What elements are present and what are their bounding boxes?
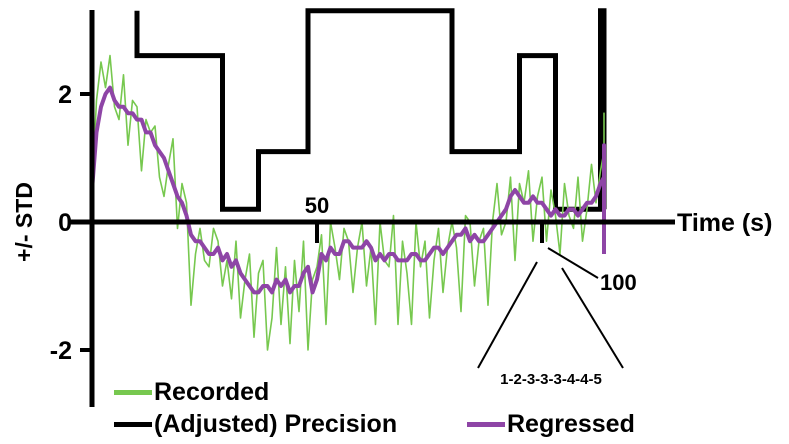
legend-label-regressed: Regressed — [507, 410, 635, 438]
legend-swatch-recorded — [114, 390, 152, 395]
x-axis-label: Time (s) — [677, 209, 772, 237]
series-adjusted-precision — [134, 8, 607, 212]
legend-item-recorded: Recorded — [114, 378, 269, 407]
annotation-leader-100 — [547, 247, 599, 279]
x-tick-label-100: 100 — [600, 270, 637, 295]
annotation: 1-2-3-3-3-4-4-5 — [477, 247, 624, 388]
annotation-line-right — [561, 267, 624, 369]
y-tick-label-0: 0 — [58, 209, 72, 237]
plot-lines — [90, 8, 607, 351]
legend-swatch-regressed — [467, 422, 505, 427]
annotation-line-left — [477, 261, 538, 369]
y-axis-label: +/- STD — [11, 182, 37, 262]
x-tick-label-50: 50 — [305, 193, 329, 218]
legend-swatch-precision — [114, 422, 152, 427]
series-regressed — [90, 85, 606, 295]
legend-label-recorded: Recorded — [154, 378, 270, 406]
annotation-text: 1-2-3-3-3-4-4-5 — [500, 371, 602, 388]
legend-label-precision: (Adjusted) Precision — [154, 410, 398, 438]
y-tick-label-2: 2 — [58, 81, 72, 109]
y-tick-label-neg2: -2 — [50, 337, 72, 365]
legend-item-precision: (Adjusted) Precision — [114, 410, 397, 439]
ticks: 2 0 -2 50 100 — [50, 81, 637, 365]
legend-item-regressed: Regressed — [467, 410, 635, 439]
